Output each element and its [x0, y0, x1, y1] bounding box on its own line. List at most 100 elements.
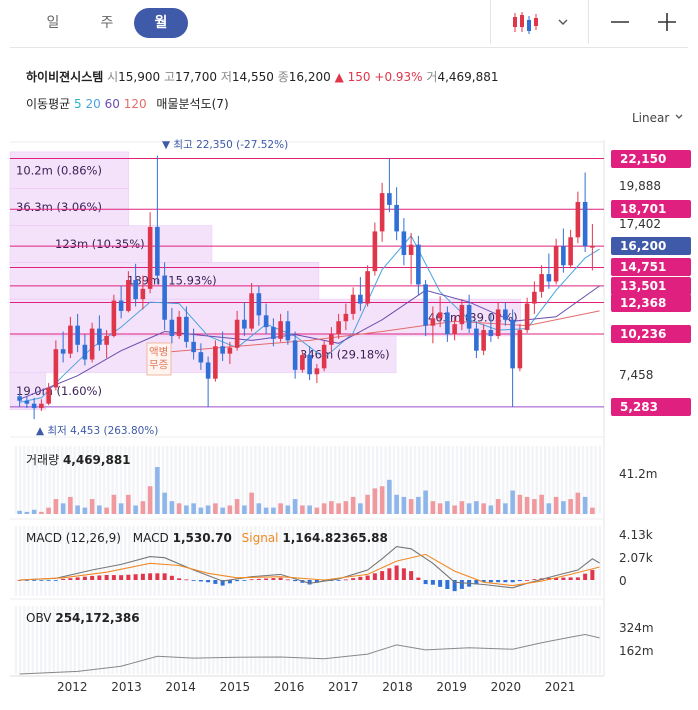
candle-body [53, 349, 59, 388]
volume-label: 거 [426, 70, 438, 84]
candle-body [416, 244, 421, 285]
volume-bar [39, 511, 44, 514]
volume-bar [503, 503, 508, 514]
candle-body [495, 309, 501, 336]
candle-body [242, 319, 247, 329]
volume-bar [300, 505, 305, 514]
macd-histogram-bar [517, 580, 522, 582]
macd-tick-1: 4.13k [619, 528, 653, 542]
tab-day[interactable]: 일 [46, 15, 60, 31]
zoom-out-button[interactable] [608, 12, 632, 32]
volume-profile-label: 19.0m (1.60%) [16, 384, 102, 398]
volume-bar [387, 479, 392, 514]
candle-body [263, 315, 269, 328]
volume-bar [46, 507, 51, 514]
macd-histogram-bar [488, 580, 493, 583]
signal-label: Signal [241, 531, 279, 545]
volume-bar [343, 501, 349, 514]
macd-histogram-bar [409, 571, 414, 580]
macd-histogram-bar [227, 580, 232, 584]
volume-bar [307, 505, 312, 514]
candle-body [140, 288, 146, 300]
macd-histogram-bar [394, 565, 399, 580]
volume-bar [517, 494, 523, 514]
price-tick-3: 7,458 [619, 368, 654, 382]
candle-body [481, 330, 486, 351]
macd-histogram-bar [162, 573, 167, 580]
volume-bar [394, 494, 399, 514]
zoom-in-button[interactable] [655, 12, 679, 32]
macd-histogram-bar [307, 580, 312, 585]
volume-bar [553, 496, 559, 514]
candle-body [89, 328, 95, 360]
volume-bar [31, 509, 37, 514]
x-axis-year: 2018 [382, 680, 413, 694]
macd-tick-2: 2.07k [619, 551, 653, 565]
volume-bar [510, 490, 515, 514]
price-tag: 13,501 [611, 276, 691, 295]
macd-histogram-bar [532, 579, 537, 580]
tab-month[interactable]: 월 [134, 8, 188, 38]
candle-body [387, 193, 392, 205]
ma-120: 120 [123, 97, 147, 111]
candle-body [82, 344, 88, 360]
close-value: 16,200 [288, 70, 331, 84]
x-axis-year: 2015 [219, 680, 251, 694]
macd-histogram-bar [314, 580, 319, 583]
price-tag: 10,236 [611, 324, 691, 343]
volume-panel-label: 거래량 4,469,881 [26, 451, 131, 468]
macd-histogram-bar [75, 577, 80, 580]
macd-histogram-bar [459, 580, 464, 589]
candle-body [60, 349, 66, 354]
ma-label: 이동평균 [26, 97, 71, 111]
candle-body [314, 368, 320, 375]
volume-bar [575, 492, 581, 514]
stock-summary: 하이비젼시스템 시15,900 고17,700 저14,550 종16,200 … [26, 68, 499, 85]
macd-line-label: MACD [132, 531, 169, 545]
high-label: 고 [163, 70, 176, 84]
volume-bar [532, 499, 537, 514]
macd-histogram-bar [525, 580, 530, 581]
candle-body [191, 341, 196, 353]
macd-histogram-bar [24, 580, 29, 581]
macd-histogram-bar [430, 580, 435, 585]
macd-histogram-bar [220, 580, 225, 586]
high-annotation: ▼ 최고 22,350 (-27.52%) [162, 139, 288, 151]
obv-title: OBV [26, 611, 52, 625]
volume-bar [271, 507, 276, 514]
candle-body [300, 355, 305, 370]
volume-bar [140, 501, 146, 514]
macd-histogram-bar [68, 578, 73, 580]
top-bar: 일 주 월 [0, 0, 698, 48]
candle-body [582, 201, 588, 247]
candle-body [532, 291, 537, 304]
candle-body [474, 328, 479, 351]
indicator-legend[interactable]: 이동평균 5 20 60 120 매물분석도(7) [26, 95, 229, 112]
scale-selector[interactable]: Linear [632, 111, 685, 125]
volume-bar [481, 503, 486, 514]
volume-bar [401, 496, 407, 514]
candle-body [336, 321, 341, 335]
obv-value: 254,172,386 [55, 611, 140, 625]
macd-title: MACD (12,26,9) [26, 531, 121, 545]
volume-bar [104, 507, 109, 514]
low-annotation: ▲ 최저 4,453 (263.80%) [36, 425, 158, 437]
volume-bar [75, 505, 80, 514]
candle-body [423, 284, 428, 326]
macd-histogram-bar [126, 574, 131, 580]
macd-histogram-bar [503, 580, 508, 583]
change-percent: +0.93% [374, 70, 423, 84]
volume-profile-bar [9, 188, 130, 226]
candle-body [198, 352, 204, 363]
macd-histogram-bar [474, 580, 479, 585]
candle-body [31, 403, 37, 409]
candle-body [162, 275, 167, 320]
volume-axis-max: 41.2m [619, 467, 658, 481]
volume-bar [176, 503, 182, 514]
volume-bar [169, 501, 175, 514]
tab-week[interactable]: 주 [100, 15, 114, 31]
volume-bar [285, 505, 291, 514]
chart-type-button[interactable] [510, 10, 572, 36]
volume-bar [314, 507, 320, 514]
